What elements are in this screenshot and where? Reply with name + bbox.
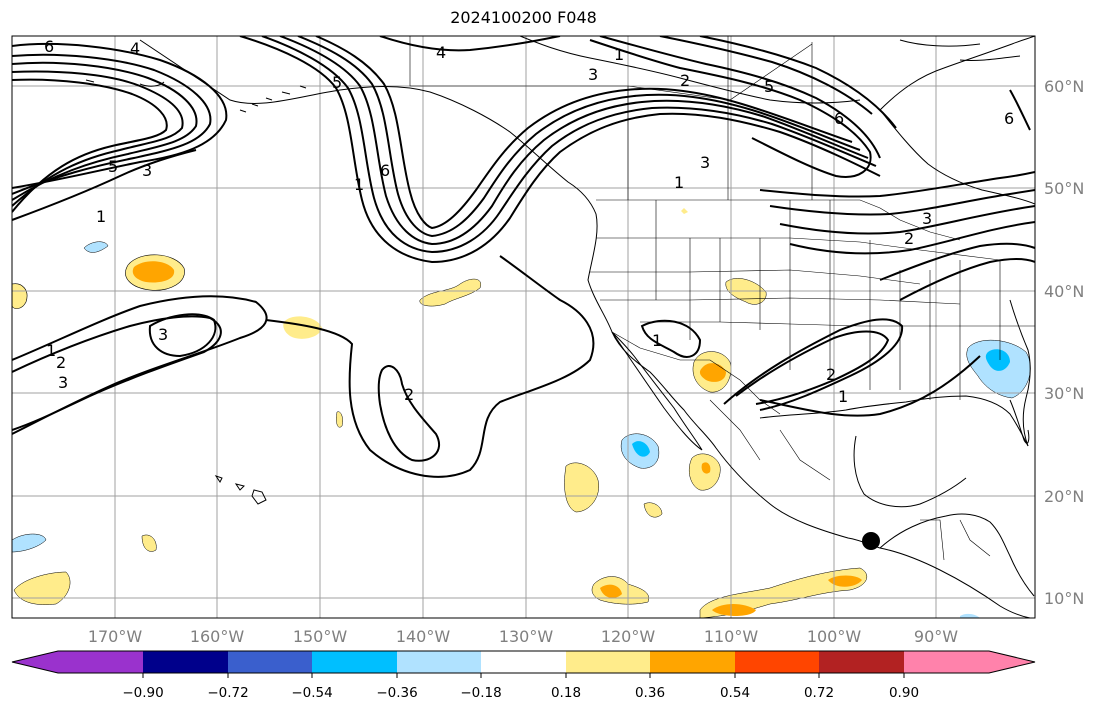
contour-label: 1 — [46, 341, 56, 360]
shade-positive — [681, 208, 688, 214]
map-frame — [11, 35, 1036, 619]
colorbar-segment — [566, 651, 651, 673]
contour-label: 6 — [380, 161, 390, 180]
lon-label: 130°W — [499, 627, 554, 646]
colorbar-tick-label: 0.54 — [720, 685, 750, 701]
colorbar-tick-label: −0.18 — [460, 685, 501, 701]
contour-label: 2 — [826, 365, 836, 384]
shade-negative — [960, 613, 980, 618]
lon-label: 170°W — [88, 627, 143, 646]
colorbar-segment — [228, 651, 313, 673]
map-title: 2024100200 F048 — [450, 8, 597, 27]
colorbar-outline — [11, 650, 1036, 674]
lat-label: 30°N — [1044, 384, 1084, 403]
contour-label: 3 — [588, 65, 598, 84]
longitude-labels: 170°W 160°W 150°W 140°W 130°W 120°W 110°… — [88, 627, 958, 646]
colorbar-extend-low — [12, 651, 58, 673]
contour-label: 2 — [680, 71, 690, 90]
colorbar-segment — [58, 651, 143, 673]
shade-positive-core — [699, 363, 726, 382]
contour-label: 1 — [674, 173, 684, 192]
lon-label: 110°W — [704, 627, 759, 646]
contour-label: 3 — [700, 153, 710, 172]
contour-label: 3 — [158, 325, 168, 344]
shade-negative-core — [632, 441, 650, 457]
lon-label: 160°W — [190, 627, 245, 646]
shade-positive — [13, 571, 71, 605]
colorbar-segment — [143, 651, 228, 673]
lat-label: 40°N — [1044, 282, 1084, 301]
colorbar-tick-label: −0.72 — [207, 685, 248, 701]
contour-label: 5 — [108, 157, 118, 176]
contour-label: 5 — [332, 73, 342, 92]
contour-label: 2 — [904, 229, 914, 248]
lon-label: 120°W — [601, 627, 656, 646]
lon-label: 100°W — [807, 627, 862, 646]
shade-positive — [643, 502, 663, 518]
shade-negative-core — [985, 349, 1010, 371]
shade-negative — [83, 241, 109, 253]
shade-positive-core — [600, 584, 622, 598]
contour-label: 3 — [58, 373, 68, 392]
lat-label: 50°N — [1044, 179, 1084, 198]
lon-label: 140°W — [396, 627, 451, 646]
colorbar-tick-label: 0.72 — [804, 685, 834, 701]
colorbar-tick-label: −0.90 — [122, 685, 163, 701]
contours — [12, 36, 1035, 478]
contour-label: 4 — [436, 43, 446, 62]
shade-positive — [12, 283, 28, 309]
contour-label: 3 — [922, 209, 932, 228]
colorbar-tick-label: 0.90 — [889, 685, 919, 701]
colorbar-segment — [312, 651, 397, 673]
contour-label: 6 — [834, 109, 844, 128]
contour-label: 3 — [142, 161, 152, 180]
contour-label: 1 — [614, 45, 624, 64]
shade-positive-core — [701, 462, 711, 474]
shade-positive-core — [132, 261, 175, 283]
colorbar-segment — [397, 651, 482, 673]
colorbar-segment — [650, 651, 735, 673]
contour-label: 1 — [652, 331, 662, 350]
station-marker — [862, 532, 880, 550]
colorbar-segment — [735, 651, 820, 673]
contour-label: 6 — [1004, 109, 1014, 128]
colorbar-segment — [904, 651, 989, 673]
shade-positive — [283, 316, 322, 339]
colorbar-segment — [819, 651, 904, 673]
contour-label: 1 — [96, 207, 106, 226]
contour-label: 2 — [56, 353, 66, 372]
shade-positive — [336, 411, 343, 428]
lat-label: 20°N — [1044, 487, 1084, 506]
contour-label: 1 — [838, 387, 848, 406]
shade-negative — [12, 533, 47, 553]
contour-label: 1 — [354, 175, 364, 194]
lat-label: 60°N — [1044, 77, 1084, 96]
colorbar-segment — [481, 651, 566, 673]
colorbar-extend-high — [989, 651, 1035, 673]
contour-label: 6 — [44, 37, 54, 56]
map-panel: 6 4 5 3 1 2 6 1 3 2 4 5 6 3 1 5 3 1 3 2 — [11, 35, 1036, 619]
contour-label: 5 — [764, 77, 774, 96]
shade-positive-core — [828, 575, 862, 587]
lon-label: 150°W — [293, 627, 348, 646]
colorbar: −0.90 −0.72 −0.54 −0.36 −0.18 0.18 0.36 … — [11, 650, 1036, 701]
shade-positive-core — [712, 604, 756, 616]
contour-labels: 6 4 5 3 1 2 6 1 3 2 4 5 6 3 1 5 3 1 3 2 — [44, 37, 1014, 406]
colorbar-tick-label: 0.18 — [551, 685, 581, 701]
shade-positive — [141, 534, 157, 552]
shaded-areas — [12, 208, 1031, 618]
colorbar-tick-label: −0.36 — [376, 685, 417, 701]
lat-label: 10°N — [1044, 589, 1084, 608]
latitude-labels: 60°N 50°N 40°N 30°N 20°N 10°N — [1044, 77, 1084, 608]
lon-label: 90°W — [914, 627, 958, 646]
coastlines — [85, 36, 1035, 618]
colorbar-tick-label: −0.54 — [291, 685, 332, 701]
shade-positive — [419, 278, 482, 307]
colorbar-tick-label: 0.36 — [635, 685, 665, 701]
contour-label: 4 — [130, 39, 140, 58]
contour-label: 2 — [404, 385, 414, 404]
